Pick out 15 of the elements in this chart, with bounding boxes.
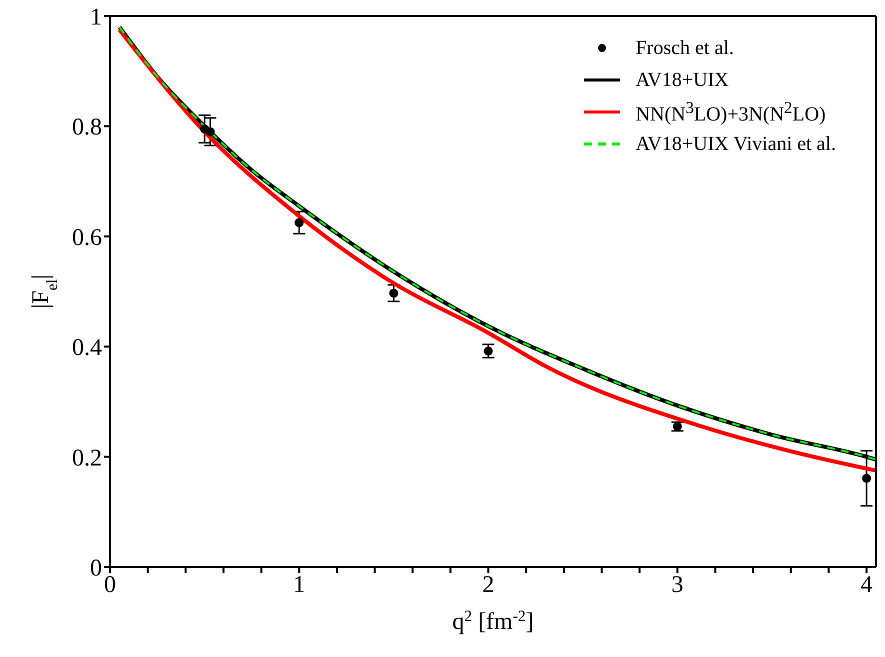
x-tick-label: 1 — [293, 572, 306, 598]
legend-label: Frosch et al. — [636, 36, 734, 60]
y-tick-label: 0.6 — [72, 224, 102, 251]
x-axis-title: q$^{2}$ [fm$^{-2}$] — [452, 608, 534, 635]
x-tick-label: 4 — [860, 572, 873, 598]
y-tick-label: 0.8 — [72, 114, 102, 141]
x-tick-label: 2 — [482, 572, 494, 598]
y-tick-label: 0.4 — [72, 335, 102, 362]
y-tick-label: 0 — [90, 556, 102, 582]
y-tick-label: 0.2 — [72, 445, 102, 472]
x-tick-label: 3 — [671, 572, 684, 598]
legend-label: NN(N$^{3}$LO)+3N(N$^{2}$LO) — [636, 98, 826, 126]
y-tick-label: 1 — [90, 4, 102, 31]
legend-label: AV18+UIX — [636, 68, 729, 92]
legend-label: AV18+UIX Viviani et al. — [636, 132, 836, 156]
